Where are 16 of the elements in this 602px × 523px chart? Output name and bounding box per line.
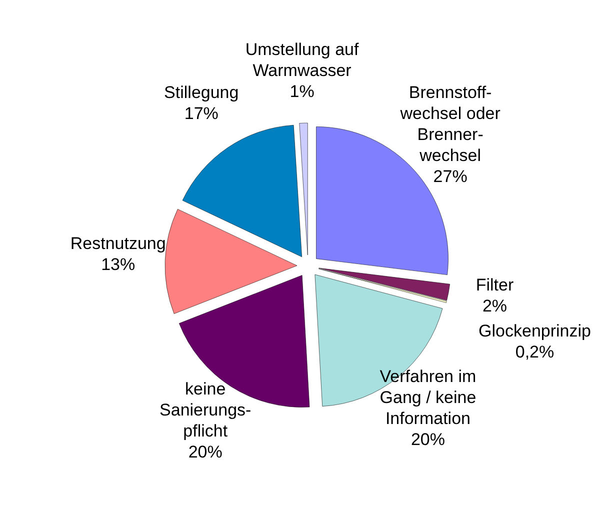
data-label: 17% [184, 104, 218, 124]
slice-label: Brennstoff- wechsel oder Brenner- wechsel [399, 83, 501, 166]
slice-label: Filter [476, 275, 514, 294]
slice-label: Stillegung [164, 83, 239, 102]
data-label: 13% [101, 254, 136, 274]
slice-label: Restnutzung [70, 234, 166, 253]
data-label: 1% [290, 82, 314, 102]
slice-label: Umstellung auf Warmwasser [245, 40, 360, 80]
slice-label: Verfahren im Gang / keine Information [380, 366, 476, 428]
data-label: 27% [433, 167, 468, 186]
data-label: 0,2% [515, 342, 554, 362]
slice-label: Glockenprinzip [478, 321, 591, 340]
slice-label: keine Sanierungs- pflicht [160, 379, 252, 440]
data-label: 2% [482, 296, 508, 316]
data-label: 20% [410, 430, 446, 449]
data-label: 20% [188, 442, 222, 462]
